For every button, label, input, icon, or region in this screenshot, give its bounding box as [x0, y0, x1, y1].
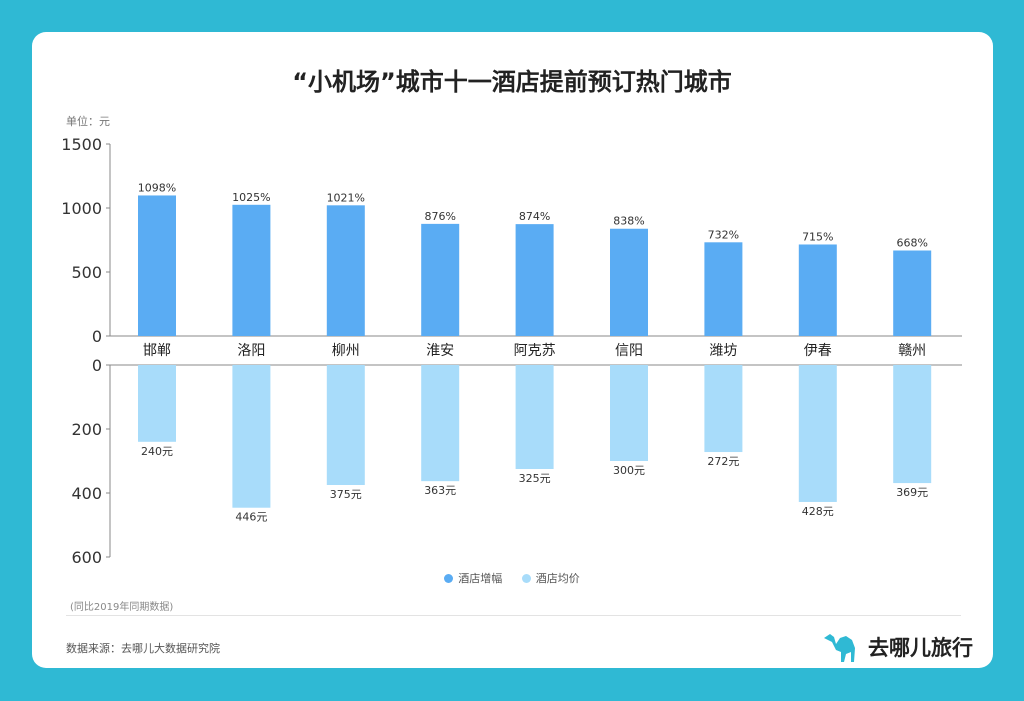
- category-label: 阿克苏: [514, 343, 556, 359]
- data-label-increase: 1025%: [232, 191, 270, 204]
- legend: 酒店增幅 酒店均价: [0, 570, 1024, 586]
- data-source: 数据来源：去哪儿大数据研究院: [66, 642, 220, 655]
- bar-price[interactable]: [798, 365, 837, 502]
- bar-increase[interactable]: [326, 205, 365, 336]
- y-tick-label: 500: [71, 263, 102, 282]
- legend-label: 酒店均价: [535, 572, 580, 585]
- data-label-price: 363元: [424, 484, 456, 497]
- y-tick-label: 200: [71, 420, 102, 439]
- bar-price[interactable]: [610, 365, 648, 461]
- bar-price[interactable]: [421, 365, 460, 482]
- legend-item-increase[interactable]: 酒店增幅: [444, 570, 502, 586]
- data-label-price: 300元: [613, 464, 645, 477]
- data-label-price: 428元: [802, 505, 834, 518]
- y-tick-label: 0: [92, 327, 102, 346]
- brand-logo: 去哪儿旅行: [822, 630, 973, 664]
- data-label-increase: 1021%: [327, 191, 365, 204]
- bar-increase[interactable]: [610, 228, 648, 336]
- data-label-price: 240元: [141, 445, 173, 458]
- legend-dot: [444, 573, 454, 583]
- unit-label: 单位：元: [66, 115, 110, 128]
- data-label-price: 369元: [896, 486, 928, 499]
- category-label: 赣州: [898, 343, 926, 359]
- y-tick-label: 1000: [61, 199, 102, 218]
- bar-price[interactable]: [232, 365, 271, 508]
- chart-card: [32, 32, 993, 668]
- bar-price[interactable]: [515, 365, 554, 469]
- bar-increase[interactable]: [232, 204, 271, 336]
- bar-price[interactable]: [138, 365, 176, 442]
- data-label-price: 375元: [330, 488, 362, 501]
- legend-item-price[interactable]: 酒店均价: [521, 570, 580, 586]
- category-label: 柳州: [332, 342, 360, 359]
- data-label-increase: 1098%: [138, 181, 176, 194]
- data-label-increase: 715%: [802, 230, 833, 243]
- data-label-price: 446元: [235, 511, 267, 524]
- bar-price[interactable]: [893, 365, 932, 484]
- category-label: 信阳: [615, 343, 643, 359]
- bar-increase[interactable]: [515, 224, 554, 336]
- data-label-price: 325元: [519, 472, 551, 485]
- legend-label: 酒店增幅: [458, 572, 503, 585]
- data-label-increase: 876%: [424, 210, 455, 223]
- camel-icon: [824, 634, 855, 662]
- data-label-increase: 732%: [708, 228, 739, 241]
- data-label-price: 272元: [707, 455, 739, 468]
- category-label: 洛阳: [237, 343, 265, 359]
- category-label: 潍坊: [709, 343, 737, 359]
- bar-price[interactable]: [326, 365, 365, 485]
- y-tick-label: 1500: [61, 135, 102, 154]
- bar-increase[interactable]: [798, 244, 837, 336]
- bar-increase[interactable]: [893, 250, 932, 336]
- y-tick-label: 0: [92, 356, 102, 375]
- bar-increase[interactable]: [138, 195, 176, 336]
- brand-name: 去哪儿旅行: [868, 636, 973, 660]
- chart-title: “小机场”城市十一酒店提前预订热门城市: [292, 68, 732, 96]
- bar-increase[interactable]: [421, 223, 460, 336]
- category-label: 邯郸: [143, 343, 171, 359]
- data-label-increase: 668%: [896, 236, 927, 249]
- y-tick-label: 600: [71, 548, 102, 567]
- bar-price[interactable]: [704, 365, 743, 453]
- footnote: (同比2019年同期数据): [70, 602, 174, 613]
- y-tick-label: 400: [71, 484, 102, 503]
- legend-dot: [521, 573, 531, 583]
- divider: [66, 615, 961, 616]
- category-label: 伊春: [804, 343, 832, 359]
- bar-increase[interactable]: [704, 242, 743, 336]
- data-label-increase: 838%: [613, 215, 644, 228]
- data-label-increase: 874%: [519, 210, 550, 223]
- category-label: 淮安: [426, 343, 454, 359]
